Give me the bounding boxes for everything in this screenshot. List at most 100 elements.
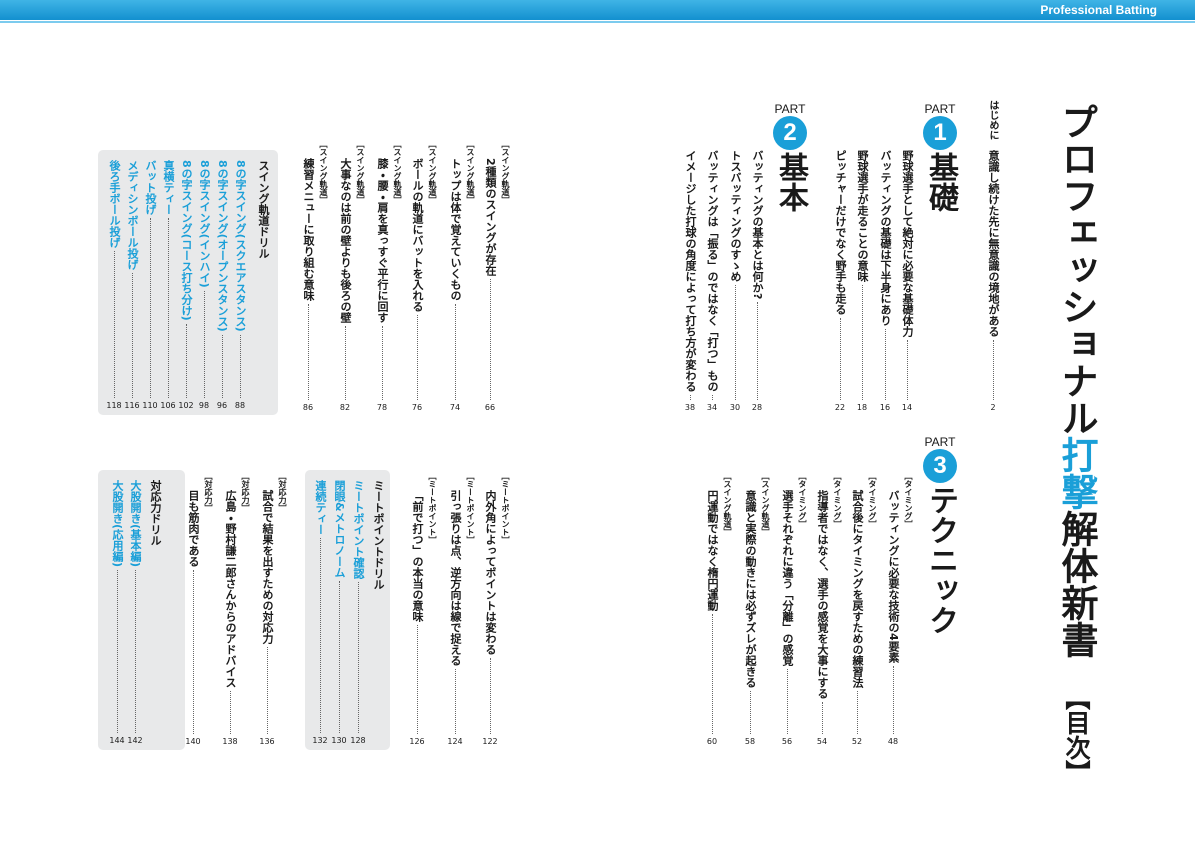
toc-entry: 練習メニューに取り組む意味: [300, 158, 316, 400]
entry-title: 試合で結果を出すための対応力: [261, 490, 274, 644]
toc-entry: トップは体で覚えていくもの: [447, 158, 463, 400]
entry-title: 円運動ではなく楕円運動: [706, 490, 719, 611]
entry-title: 大股開き(応用編): [111, 480, 124, 568]
page-number: 30: [729, 403, 741, 412]
page-number: 128: [350, 736, 366, 745]
page-number: 140: [185, 737, 201, 746]
dot-leader: [892, 665, 894, 734]
toc-entry: 8の字スイング(コース打ち分け): [178, 160, 194, 398]
toc-entry: 指導者ではなく、選手の感覚を大事にする: [814, 490, 830, 734]
dot-leader: [454, 669, 456, 734]
dot-leader: [711, 614, 713, 734]
dot-leader: [307, 304, 309, 400]
dot-leader: [113, 251, 115, 398]
dot-leader: [167, 218, 169, 398]
toc-label: 【目次】: [1062, 685, 1091, 785]
toc-entry: 意識と実際の動きには必ずズレが起きる: [742, 490, 758, 734]
page-number: 38: [684, 403, 696, 412]
entry-title: 2種類のスイングが存在: [484, 158, 497, 276]
page-number: 122: [482, 737, 498, 746]
entry-tag: ［対応力］: [241, 472, 250, 512]
title-tail: 解体新書: [1055, 510, 1098, 658]
dot-leader: [454, 304, 456, 400]
toc-entry: 内外角によってポイントは変わる: [482, 490, 498, 734]
page-number: 98: [198, 401, 210, 410]
page-number: 48: [887, 737, 899, 746]
toc-entry: 野球選手が走ることの意味: [854, 150, 870, 400]
drill-box: [98, 470, 185, 750]
entry-title: ピッチャーだけでなく野手も走る: [834, 150, 847, 315]
page-number: 106: [160, 401, 176, 410]
dot-leader: [856, 691, 858, 734]
entry-tag: ［スイング軌道］: [356, 140, 365, 204]
toc-entry: 8の字スイング(スクエアスタンス): [232, 160, 248, 398]
dot-leader: [266, 647, 268, 734]
entry-tag: ［ミートポイント］: [428, 472, 437, 544]
intro-label: はじめに: [987, 100, 998, 140]
entry-title: 野球選手として絶対に必要な基礎体力: [901, 150, 914, 337]
dot-leader: [134, 570, 136, 733]
entry-title: トスバッティングのすゝめ: [729, 150, 742, 282]
toc-entry: 真横ティー: [160, 160, 176, 398]
page-number: 130: [331, 736, 347, 745]
part-number: 1: [923, 116, 957, 150]
dot-leader: [489, 278, 491, 400]
page-number: 88: [234, 401, 246, 410]
entry-title: トップは体で覚えていくもの: [449, 158, 462, 301]
entry-title: イメージした打球の角度によって打ち方が変わる: [684, 150, 697, 392]
toc-entry: 後ろ手ボール投げ: [106, 160, 122, 398]
dot-leader: [203, 290, 205, 398]
dot-leader: [416, 315, 418, 400]
page-number: 138: [222, 737, 238, 746]
page-number: 76: [411, 403, 423, 412]
drill-box: [305, 470, 390, 750]
entry-title: 大事なのは前の壁よりも後ろの壁: [339, 158, 352, 323]
entry-tag: ［タイミング］: [868, 472, 877, 528]
entry-title: バッティングに必要な技術の4要素: [887, 490, 900, 663]
toc-entry: ミートポイント確認: [350, 480, 366, 733]
entry-title: ミートポイント確認: [352, 480, 365, 579]
dot-leader: [489, 658, 491, 734]
entry-title: 意識と実際の動きには必ずズレが起きる: [744, 490, 757, 688]
entry-title: バット投げ: [144, 160, 157, 215]
toc-entry: ボールの軌道にバットを入れる: [409, 158, 425, 400]
entry-title: 選手それぞれに違う「分離」の感覚: [781, 490, 794, 666]
dot-leader: [756, 302, 758, 400]
entry-title: バッティングの基礎は下半身にあり: [879, 150, 892, 326]
toc-entry: 8の字スイング(インハイ): [196, 160, 212, 398]
toc-entry: バッティングは「振る」のではなく「打つ」もの: [704, 150, 720, 400]
part-label: PART: [774, 102, 806, 116]
entry-title: 閉眼&メトロノーム: [333, 480, 346, 578]
toc-entry: 大事なのは前の壁よりも後ろの壁: [337, 158, 353, 400]
entry-tag: ［スイング軌道］: [466, 140, 475, 204]
entry-tag: ［スイング軌道］: [501, 140, 510, 204]
toc-entry: 意識し続けた先に無意識の境地がある: [985, 150, 1001, 400]
entry-title: 大股開き(基本編): [129, 480, 142, 568]
toc-entry: 選手それぞれに違う「分離」の感覚: [779, 490, 795, 734]
part-name: 基本: [773, 152, 808, 212]
dot-leader: [381, 326, 383, 400]
dot-leader: [861, 285, 863, 400]
dot-leader: [416, 625, 418, 734]
page-number: 16: [879, 403, 891, 412]
entry-tag: ［スイング軌道］: [723, 472, 732, 536]
toc-entry: トスバッティングのすゝめ: [727, 150, 743, 400]
toc-entry: 目も筋肉である: [185, 490, 201, 734]
part-name: テクニック: [923, 485, 958, 635]
toc-entry: 円運動ではなく楕円運動: [704, 490, 720, 734]
page-number: 58: [744, 737, 756, 746]
entry-title: 意識し続けた先に無意識の境地がある: [987, 150, 1000, 337]
entry-title: 試合後にタイミングを戻すための練習法: [851, 490, 864, 688]
toc-entry: 8の字スイング(オープンスタンス): [214, 160, 230, 398]
entry-tag: ［対応力］: [204, 472, 213, 512]
dot-leader: [344, 326, 346, 400]
dot-leader: [319, 538, 321, 733]
page-number: 2: [990, 403, 996, 412]
dot-leader: [131, 273, 133, 398]
toc-entry: 「前で打つ」の本当の意味: [409, 490, 425, 734]
entry-title: 真横ティー: [162, 160, 175, 215]
page-number: 34: [706, 403, 718, 412]
toc-entry: イメージした打球の角度によって打ち方が変わる: [682, 150, 698, 400]
entry-title: 膝・腰・肩を真っすぐ平行に回す: [376, 158, 389, 323]
toc-entry: バッティングの基礎は下半身にあり: [877, 150, 893, 400]
